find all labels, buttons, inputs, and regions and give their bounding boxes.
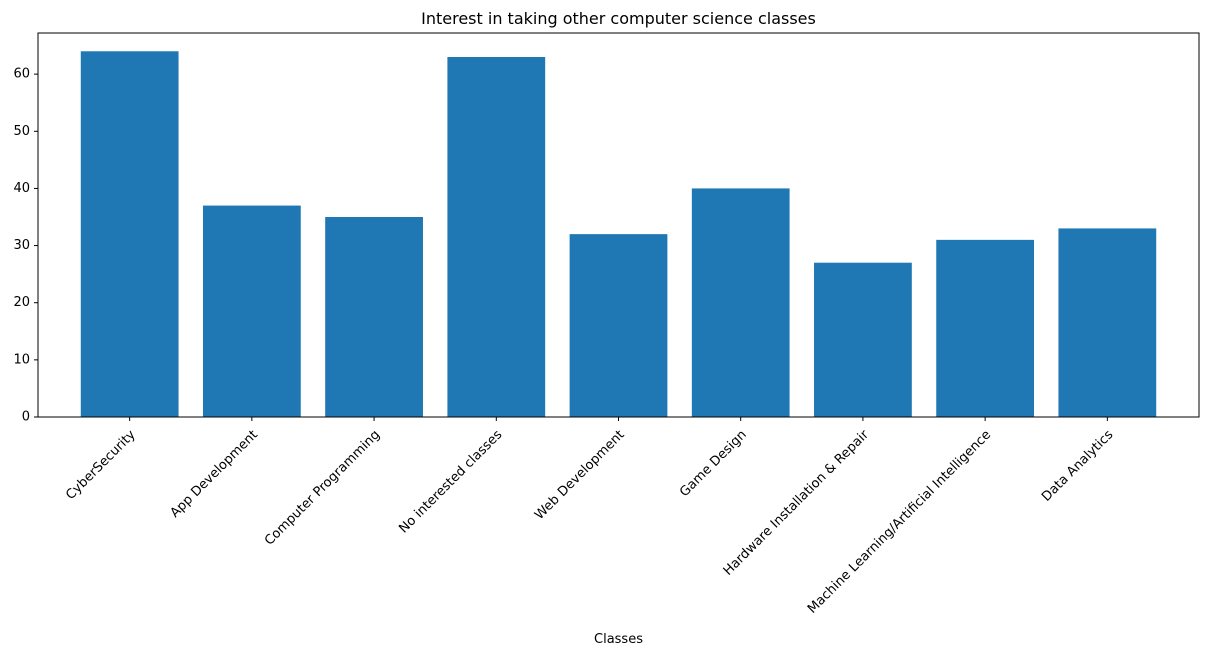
y-axis: 0 10 20 30 40 50 60 [13, 67, 38, 425]
bar-game-design [691, 188, 790, 417]
x-tick-label: Data Analytics [1039, 427, 1116, 504]
x-tick-label: Computer Programming [262, 427, 383, 548]
chart-title: Interest in taking other computer scienc… [421, 9, 816, 28]
bar-web-development [569, 234, 668, 417]
y-tick-label: 30 [13, 238, 30, 253]
y-tick-label: 20 [13, 295, 30, 310]
y-tick-label: 60 [13, 67, 30, 82]
x-tick-label: Game Design [677, 427, 750, 500]
bar-data-analytics [1058, 228, 1157, 417]
bar-hardware-installation-repair [814, 262, 912, 417]
bar-cybersecurity [80, 51, 179, 418]
x-tick-label: No interested classes [396, 427, 505, 536]
x-tick-label: Web Development [532, 427, 627, 522]
x-axis: CyberSecurity App Development Computer Pro… [63, 417, 1117, 617]
x-tick-label: Hardware Installation & Repair [721, 427, 873, 579]
y-tick-label: 0 [22, 410, 30, 425]
bar-machine-learning-artificial-intelligence [936, 239, 1035, 417]
bar-computer-programming [325, 217, 423, 417]
y-tick-label: 40 [13, 181, 30, 196]
x-axis-label: Classes [594, 632, 643, 647]
bar-no-interested-classes [447, 57, 546, 417]
y-tick-label: 50 [13, 124, 30, 139]
x-tick-label: CyberSecurity [63, 427, 139, 503]
y-tick-label: 10 [13, 352, 30, 367]
bars-group [80, 51, 1157, 418]
bar-app-development [202, 205, 301, 417]
plot-frame [37, 32, 1200, 418]
x-tick-label: App Development [168, 427, 261, 520]
